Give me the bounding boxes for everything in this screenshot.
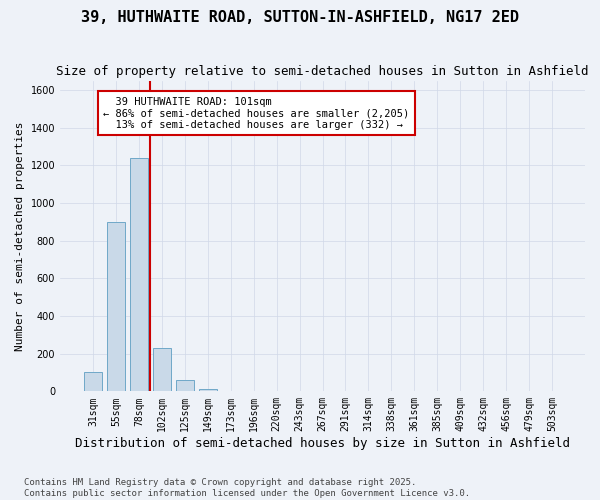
Bar xyxy=(176,380,194,392)
Text: Contains HM Land Registry data © Crown copyright and database right 2025.
Contai: Contains HM Land Registry data © Crown c… xyxy=(24,478,470,498)
Bar xyxy=(84,372,102,392)
Bar xyxy=(130,158,148,392)
Title: Size of property relative to semi-detached houses in Sutton in Ashfield: Size of property relative to semi-detach… xyxy=(56,65,589,78)
Text: 39 HUTHWAITE ROAD: 101sqm
← 86% of semi-detached houses are smaller (2,205)
  13: 39 HUTHWAITE ROAD: 101sqm ← 86% of semi-… xyxy=(103,96,410,130)
Bar xyxy=(107,222,125,392)
X-axis label: Distribution of semi-detached houses by size in Sutton in Ashfield: Distribution of semi-detached houses by … xyxy=(75,437,570,450)
Bar xyxy=(199,390,217,392)
Bar xyxy=(153,348,171,392)
Y-axis label: Number of semi-detached properties: Number of semi-detached properties xyxy=(15,121,25,350)
Text: 39, HUTHWAITE ROAD, SUTTON-IN-ASHFIELD, NG17 2ED: 39, HUTHWAITE ROAD, SUTTON-IN-ASHFIELD, … xyxy=(81,10,519,25)
